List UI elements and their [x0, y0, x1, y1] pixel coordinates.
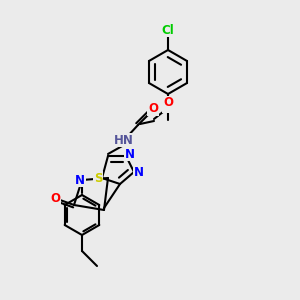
Text: S: S	[94, 172, 102, 184]
Text: HN: HN	[114, 134, 134, 146]
Text: O: O	[148, 103, 158, 116]
Text: N: N	[125, 148, 135, 160]
Text: N: N	[75, 173, 85, 187]
Text: O: O	[163, 97, 173, 110]
Text: O: O	[163, 100, 173, 112]
Text: O: O	[50, 191, 60, 205]
Text: Cl: Cl	[162, 23, 174, 37]
Text: N: N	[134, 166, 144, 178]
